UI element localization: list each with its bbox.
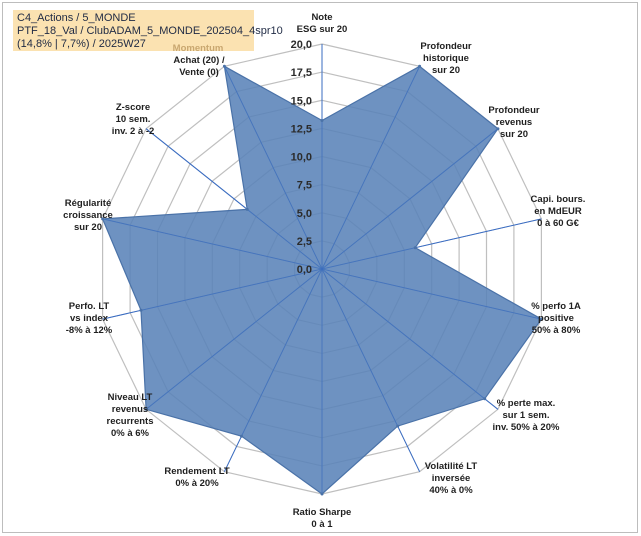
category-label-line: Achat (20) / xyxy=(173,55,225,66)
category-label-line: sur 20 xyxy=(432,65,460,76)
axis-spoke-overlay xyxy=(224,66,323,270)
category-label-line: sur 1 sem. xyxy=(503,410,550,421)
category-label-line: historique xyxy=(423,53,469,64)
category-label-line: 0% à 20% xyxy=(175,478,219,489)
category-label-line: Ratio Sharpe xyxy=(293,507,352,518)
axis-spoke-overlay xyxy=(145,128,323,270)
category-label-line: recurrents xyxy=(107,416,154,427)
category-label-line: ESG sur 20 xyxy=(297,24,348,35)
category-label-line: revenus xyxy=(496,117,532,128)
category-label-line: Volatilité LT xyxy=(425,461,478,472)
category-label-line: Rendement LT xyxy=(164,466,229,477)
category-label-line: sur 20 xyxy=(74,222,102,233)
header-line-2: PTF_18_Val / ClubADAM_5_MONDE_202504_4sp… xyxy=(17,25,283,37)
data-point xyxy=(483,397,487,401)
tick-label: 2,5 xyxy=(297,236,312,248)
data-point xyxy=(245,207,249,211)
tick-label: 10,0 xyxy=(291,152,312,164)
tick-label: 15,0 xyxy=(291,95,312,107)
category-label-line: 50% à 80% xyxy=(532,325,581,336)
category-label: Profondeur historique sur 20 xyxy=(420,41,471,76)
category-label: Profondeur revenus sur 20 xyxy=(488,105,539,140)
category-label-line: 0 à 60 G€ xyxy=(537,218,579,229)
category-label-line: Z-score xyxy=(116,102,150,113)
category-label-line: positive xyxy=(538,313,574,324)
category-label-line: Capi. bours. xyxy=(531,194,586,205)
data-point xyxy=(413,246,417,250)
category-label: % perfo 1A positive 50% à 80% xyxy=(531,301,581,336)
category-label-line: % perfo 1A xyxy=(531,301,581,312)
category-label-line: Note xyxy=(311,12,332,23)
radar-series xyxy=(101,44,543,496)
axis-spoke-overlay xyxy=(321,268,499,410)
category-label: Niveau LT revenus recurrents 0% à 6% xyxy=(107,392,154,439)
category-label: Ratio Sharpe 0 à 1 xyxy=(293,507,352,530)
momentum-label: Momentum xyxy=(173,43,224,54)
category-label-line: 10 sem. xyxy=(116,114,151,125)
category-label-line: -8% à 12% xyxy=(66,325,113,336)
axis-spoke-overlay xyxy=(145,268,323,410)
category-label: Note ESG sur 20 xyxy=(297,12,348,35)
tick-label: 20,0 xyxy=(291,39,312,51)
category-label-line: Perfo. LT xyxy=(69,301,110,312)
category-label: Capi. bours. en MdEUR 0 à 60 G€ xyxy=(531,194,586,229)
category-label-line: revenus xyxy=(112,404,148,415)
category-label: % perte max. sur 1 sem. inv. 50% à 20% xyxy=(493,398,560,433)
data-point xyxy=(144,407,148,411)
header-line-1: C4_Actions / 5_MONDE xyxy=(17,12,136,24)
category-label-line: 40% à 0% xyxy=(429,485,473,496)
tick-label: 17,5 xyxy=(291,67,312,79)
axis-spoke-overlay xyxy=(224,268,323,472)
data-point xyxy=(418,64,422,68)
data-point xyxy=(320,119,324,122)
header-line-3: (14,8% | 7,7%) / 2025W27 xyxy=(17,38,146,50)
tick-label: 12,5 xyxy=(291,123,312,135)
axis-spoke-overlay xyxy=(102,268,323,320)
axis-spoke-overlay xyxy=(321,128,499,270)
radar-tick-labels: 0,0 2,5 5,0 7,5 10,0 12,5 15,0 17,5 20,0 xyxy=(291,39,312,276)
category-label-line: croissance xyxy=(63,210,113,221)
category-label-line: Profondeur xyxy=(488,105,539,116)
category-label: Achat (20) / Vente (0) xyxy=(173,55,225,78)
data-point xyxy=(139,308,143,312)
category-label: Régularité croissance sur 20 xyxy=(63,198,113,233)
category-label-line: 0 à 1 xyxy=(311,519,333,530)
category-label-line: Vente (0) xyxy=(179,67,219,78)
data-point xyxy=(101,217,105,221)
category-label-line: en MdEUR xyxy=(534,206,582,217)
chart-header: C4_Actions / 5_MONDE PTF_18_Val / ClubAD… xyxy=(13,10,283,51)
category-label-line: Niveau LT xyxy=(108,392,153,403)
category-label: Z-score 10 sem. inv. 2 à -2 xyxy=(112,102,155,137)
data-point xyxy=(539,317,543,321)
tick-label: 5,0 xyxy=(297,208,312,220)
data-point xyxy=(396,424,400,428)
data-point xyxy=(320,492,324,496)
axis-spoke-overlay xyxy=(321,268,542,320)
data-point xyxy=(496,127,500,131)
category-label: Rendement LT 0% à 20% xyxy=(164,466,229,489)
data-point xyxy=(222,64,226,68)
category-label-line: Régularité xyxy=(65,198,111,209)
category-label-line: inv. 50% à 20% xyxy=(493,422,560,433)
axis-spoke-overlay xyxy=(321,268,420,472)
tick-label: 0,0 xyxy=(297,264,312,276)
category-label: Perfo. LT vs index -8% à 12% xyxy=(66,301,113,336)
axis-spoke-overlay xyxy=(102,218,323,270)
axis-spoke-overlay xyxy=(321,66,420,270)
category-label-line: sur 20 xyxy=(500,129,528,140)
category-label-line: Profondeur xyxy=(420,41,471,52)
data-point xyxy=(240,434,243,438)
axis-spoke-overlay xyxy=(321,218,542,270)
category-label-line: 0% à 6% xyxy=(111,428,150,439)
tick-label: 7,5 xyxy=(297,180,312,192)
category-label-line: % perte max. xyxy=(497,398,556,409)
category-label-line: inversée xyxy=(432,473,471,484)
category-label: Volatilité LT inversée 40% à 0% xyxy=(425,461,478,496)
category-label-line: inv. 2 à -2 xyxy=(112,126,155,137)
category-label-line: vs index xyxy=(70,313,109,324)
